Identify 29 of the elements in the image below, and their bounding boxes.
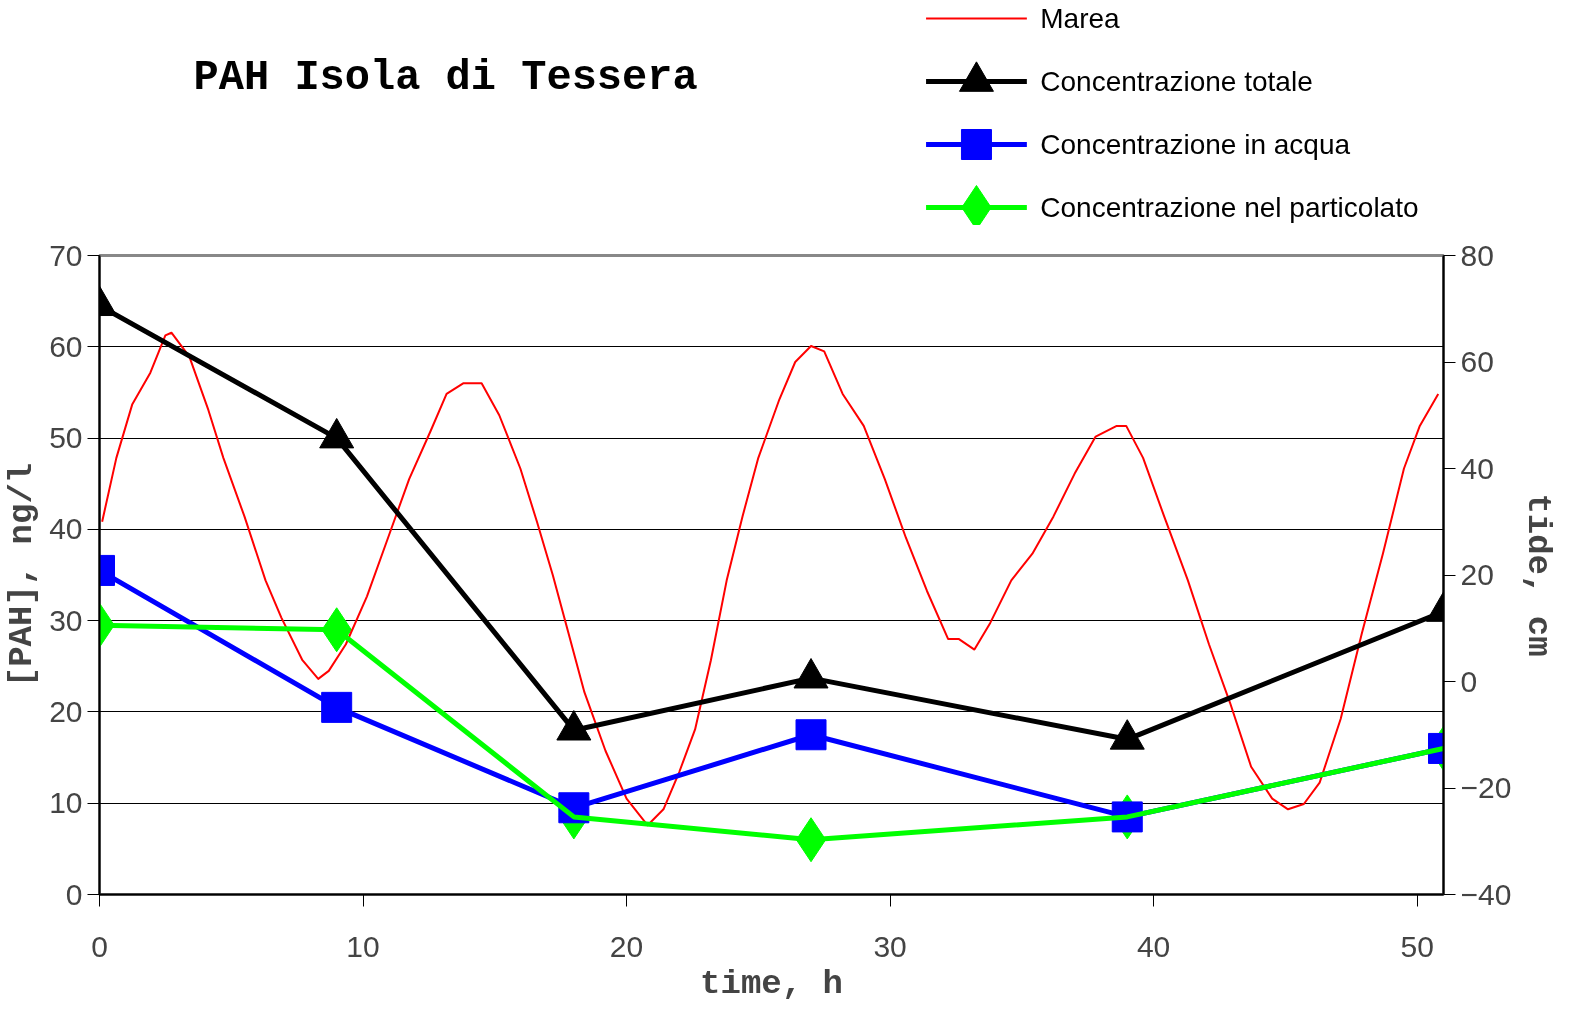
y2-tick-label: 20 <box>1460 558 1494 591</box>
legend-label: Concentrazione in acqua <box>1040 129 1351 160</box>
y-tick-label: 40 <box>49 512 83 546</box>
x-tick-label: 20 <box>609 929 644 963</box>
x-tick-label: 10 <box>346 929 380 963</box>
y-axis-title: [PAH], ng/l <box>3 462 42 688</box>
y2-tick-label: 40 <box>1460 451 1494 485</box>
y-tick-label: 30 <box>49 603 83 637</box>
y2-axis-title: tide, cm <box>1519 493 1558 657</box>
y2-tick-label: 80 <box>1460 238 1494 272</box>
y-tick-label: 0 <box>65 877 83 911</box>
x-tick-label: 0 <box>91 929 108 963</box>
x-axis-title: time, h <box>700 964 843 1003</box>
y-tick-label: 20 <box>49 694 83 728</box>
y-tick-label: 60 <box>49 329 83 363</box>
legend-label: Marea <box>1040 3 1121 34</box>
x-tick-label: 30 <box>873 929 907 963</box>
y2-tick-label: −20 <box>1460 771 1512 804</box>
y-tick-label: 50 <box>49 421 83 455</box>
legend-label: Concentrazione totale <box>1040 66 1313 97</box>
chart-title: PAH Isola di Tessera <box>193 53 698 102</box>
y-tick-label: 70 <box>49 238 83 272</box>
y-tick-label: 10 <box>49 786 83 820</box>
x-tick-label: 40 <box>1136 929 1171 963</box>
y2-tick-label: 60 <box>1460 345 1494 378</box>
y2-tick-label: −40 <box>1460 877 1512 911</box>
y2-tick-label: 0 <box>1460 664 1478 698</box>
legend-label: Concentrazione nel particolato <box>1040 192 1419 223</box>
x-tick-label: 50 <box>1400 929 1434 963</box>
